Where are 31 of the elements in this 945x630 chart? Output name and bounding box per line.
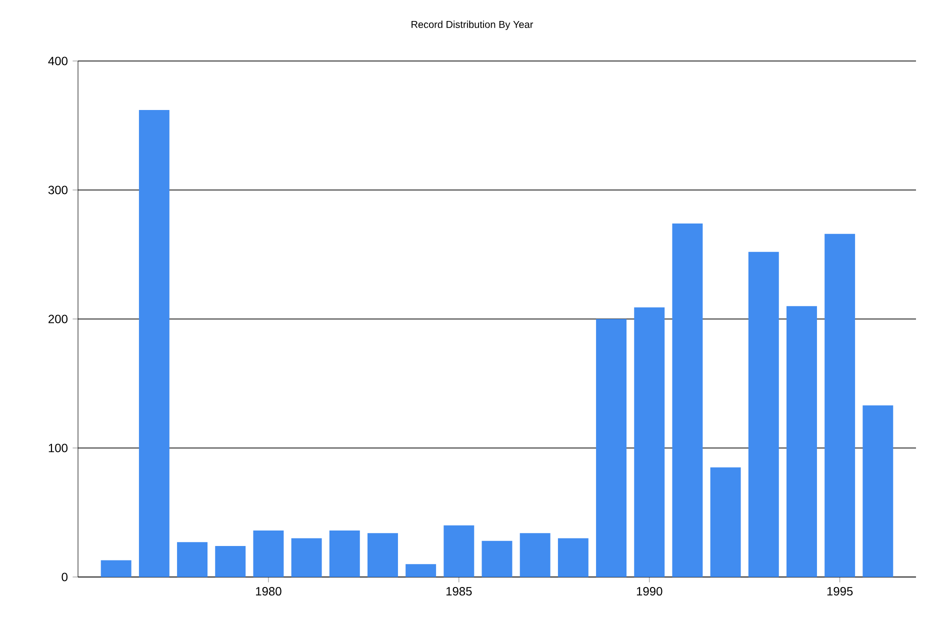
x-tick-label: 1980 <box>256 587 282 596</box>
bar <box>520 533 550 577</box>
bar <box>177 542 208 577</box>
bar <box>329 530 360 577</box>
bar <box>634 307 665 577</box>
y-tick-label: 300 <box>48 186 68 194</box>
bar <box>253 530 284 577</box>
chart-title: Record Distribution By Year <box>412 20 534 30</box>
y-tick-label: 0 <box>62 572 68 582</box>
bar <box>406 564 436 577</box>
bar <box>367 533 398 577</box>
bar <box>596 318 627 577</box>
bar <box>215 546 246 577</box>
y-tick-label: 100 <box>48 444 68 452</box>
bar <box>558 538 588 577</box>
bar <box>138 110 170 577</box>
x-tick-label: 1985 <box>446 587 472 596</box>
bar <box>862 405 894 577</box>
bar <box>291 538 322 577</box>
bar <box>824 234 856 577</box>
bar <box>672 224 703 577</box>
bar <box>710 467 741 577</box>
y-tick-label: 200 <box>48 314 68 324</box>
bar <box>444 525 474 577</box>
x-tick-label: 1995 <box>827 587 853 596</box>
bar <box>748 252 779 577</box>
bar <box>786 306 817 577</box>
x-tick-label: 1990 <box>636 587 662 596</box>
bar <box>482 540 512 577</box>
bar <box>100 560 132 577</box>
y-tick-label: 400 <box>48 56 68 66</box>
